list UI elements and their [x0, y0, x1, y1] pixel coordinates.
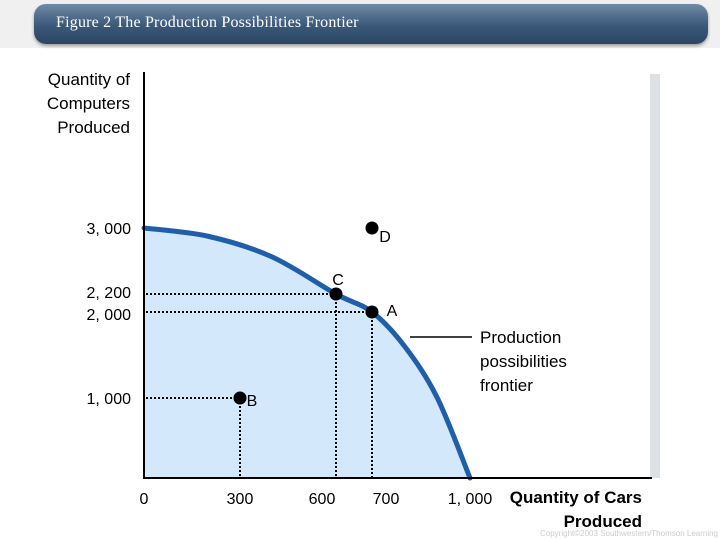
point-label-a: A — [387, 303, 398, 320]
point-label-b: B — [247, 393, 258, 410]
point-c — [329, 287, 343, 301]
guide-lines — [146, 293, 373, 477]
point-a — [365, 305, 379, 319]
tick-labels: 0 300 600 700 1, 000 1, 000 2, 000 2, 200 3, 000 — [87, 221, 493, 508]
title-bar — [34, 4, 708, 44]
annotation-line-2: possibilities — [480, 352, 567, 371]
frontier-curve-layer — [141, 225, 473, 481]
frontier-line — [141, 225, 473, 481]
x-tick-label: 300 — [227, 491, 254, 508]
page-title: Figure 2 The Production Possibilities Fr… — [56, 14, 359, 31]
y-tick-label: 2, 200 — [87, 285, 132, 302]
point-label-d: D — [379, 229, 391, 246]
annotation-line-3: frontier — [480, 376, 533, 395]
y-axis-label: Quantity of Computers Produced — [46, 70, 130, 137]
copyright-note: Copyright©2003 Southwestern/Thomson Lear… — [540, 529, 718, 538]
point-b — [233, 391, 247, 405]
x-tick-label: 1, 000 — [448, 491, 493, 508]
annotation-line-1: Production — [480, 328, 561, 347]
data-points: A B C D — [233, 221, 398, 410]
frontier-area — [144, 228, 470, 478]
x-tick-label: 700 — [373, 491, 400, 508]
x-tick-label: 0 — [140, 491, 149, 508]
x-tick-label: 600 — [309, 491, 336, 508]
point-d — [365, 221, 379, 235]
header-banner: Figure 2 The Production Possibilities Fr… — [0, 0, 720, 48]
y-tick-label: 1, 000 — [87, 391, 132, 408]
frontier-layer — [144, 228, 470, 478]
x-axis-label: Quantity of Cars Produced — [509, 488, 642, 531]
y-tick-label: 3, 000 — [87, 221, 132, 238]
point-label-c: C — [332, 272, 344, 289]
y-tick-label: 2, 000 — [87, 307, 132, 324]
